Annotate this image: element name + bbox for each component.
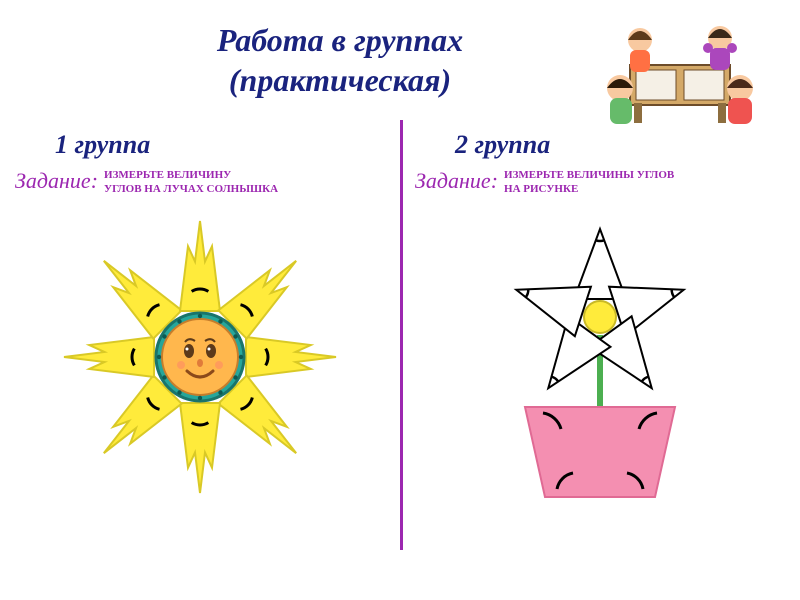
group-2-column: 2 группа Задание: ИЗМЕРЬТЕ ВЕЛИЧИНЫ УГЛО… — [400, 120, 800, 550]
group-1-heading: 1 группа — [15, 130, 385, 160]
group-2-task-label: Задание: — [415, 168, 498, 194]
kids-at-table-illustration — [590, 10, 770, 130]
slide-title: Работа в группах (практическая) — [0, 0, 680, 100]
group-2-task-row: Задание: ИЗМЕРЬТЕ ВЕЛИЧИНЫ УГЛОВ НА РИСУ… — [415, 168, 785, 197]
group-1-column: 1 группа Задание: ИЗМЕРЬТЕ ВЕЛИЧИНУ УГЛО… — [0, 120, 400, 550]
group-2-task-text: ИЗМЕРЬТЕ ВЕЛИЧИНЫ УГЛОВ НА РИСУНКЕ — [504, 168, 674, 197]
group-1-task-text: ИЗМЕРЬТЕ ВЕЛИЧИНУ УГЛОВ НА ЛУЧАХ СОЛНЫШК… — [104, 168, 278, 197]
group-1-task-row: Задание: ИЗМЕРЬТЕ ВЕЛИЧИНУ УГЛОВ НА ЛУЧА… — [15, 168, 385, 197]
flower-figure — [415, 207, 785, 507]
group-2-heading: 2 группа — [415, 130, 785, 160]
title-line-1: Работа в группах — [217, 22, 463, 58]
column-divider — [400, 120, 403, 550]
title-line-2: (практическая) — [229, 62, 451, 98]
content-columns: 1 группа Задание: ИЗМЕРЬТЕ ВЕЛИЧИНУ УГЛО… — [0, 120, 800, 550]
group-1-task-label: Задание: — [15, 168, 98, 194]
sun-figure — [15, 207, 385, 507]
